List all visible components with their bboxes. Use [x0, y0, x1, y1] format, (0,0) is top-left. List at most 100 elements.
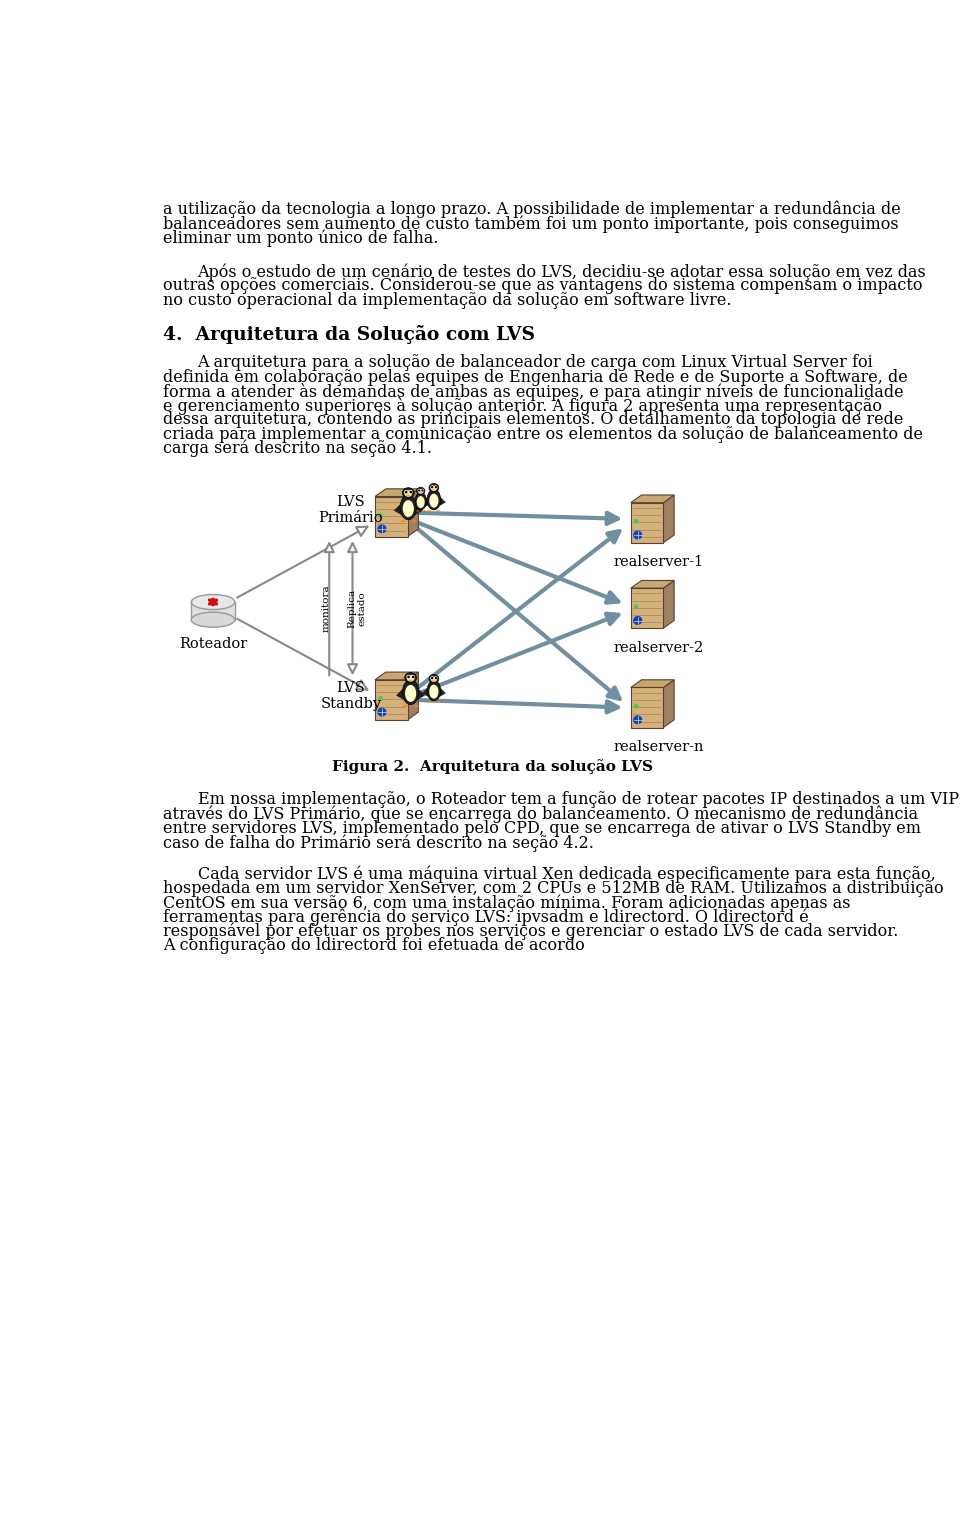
Polygon shape [375, 489, 419, 497]
Circle shape [635, 519, 637, 522]
Polygon shape [408, 489, 419, 536]
Polygon shape [440, 687, 445, 696]
Text: definida em colaboração pelas equipes de Engenharia de Rede e de Suporte a Softw: definida em colaboração pelas equipes de… [162, 369, 907, 386]
Text: 4.  Arquitetura da Solução com LVS: 4. Arquitetura da Solução com LVS [162, 326, 535, 344]
Ellipse shape [431, 486, 437, 491]
Circle shape [421, 489, 423, 491]
Polygon shape [631, 495, 674, 503]
Polygon shape [436, 510, 442, 512]
Bar [375, 497, 408, 536]
Polygon shape [375, 672, 419, 680]
Text: Cada servidor LVS é uma máquina virtual Xen dedicada especificamente para esta f: Cada servidor LVS é uma máquina virtual … [198, 866, 935, 883]
Circle shape [634, 616, 641, 624]
Polygon shape [411, 498, 416, 507]
Text: realserver-2: realserver-2 [613, 640, 704, 654]
Polygon shape [410, 519, 418, 522]
Circle shape [405, 491, 407, 494]
Circle shape [378, 709, 386, 716]
Circle shape [378, 525, 386, 533]
Polygon shape [436, 701, 442, 702]
Text: CentOS em sua versão 6, com uma instalação mínima. Foram adicionadas apenas as: CentOS em sua versão 6, com uma instalaç… [162, 895, 851, 911]
Ellipse shape [431, 677, 437, 681]
Polygon shape [425, 498, 431, 507]
Circle shape [407, 675, 410, 678]
Text: Em nossa implementação, o Roteador tem a função de rotear pacotes IP destinados : Em nossa implementação, o Roteador tem a… [198, 792, 959, 808]
Ellipse shape [415, 492, 426, 510]
Text: caso de falha do Primário será descrito na seção 4.2.: caso de falha do Primário será descrito … [162, 834, 593, 852]
Text: criada para implementar a comunicação entre os elementos da solução de balanceam: criada para implementar a comunicação en… [162, 425, 923, 442]
Text: A configuração do ldirectord foi efetuada de acordo: A configuração do ldirectord foi efetuad… [162, 937, 585, 954]
Ellipse shape [429, 483, 439, 492]
Circle shape [419, 489, 420, 491]
Text: LVS
Primário: LVS Primário [319, 495, 383, 525]
Text: Figura 2.  Arquitetura da solução LVS: Figura 2. Arquitetura da solução LVS [331, 759, 653, 774]
Circle shape [635, 704, 637, 707]
Polygon shape [631, 680, 674, 687]
Text: outras opções comerciais. Considerou-se que as vantagens do sistema compensam o : outras opções comerciais. Considerou-se … [162, 277, 923, 294]
Ellipse shape [429, 674, 439, 683]
Ellipse shape [400, 495, 417, 519]
Text: monitora: monitora [322, 584, 330, 631]
Ellipse shape [402, 500, 414, 518]
Ellipse shape [404, 491, 412, 497]
Polygon shape [426, 510, 432, 512]
Ellipse shape [427, 680, 441, 701]
Circle shape [379, 513, 382, 516]
Text: carga será descrito na seção 4.1.: carga será descrito na seção 4.1. [162, 441, 432, 457]
Bar [375, 680, 408, 719]
Polygon shape [396, 689, 404, 699]
Circle shape [435, 677, 437, 678]
Text: realserver-1: realserver-1 [613, 556, 704, 569]
Text: forma a atender às demandas de ambas as equipes, e para atingir níveis de funcio: forma a atender às demandas de ambas as … [162, 383, 903, 401]
Polygon shape [426, 701, 432, 702]
Ellipse shape [429, 494, 439, 507]
Ellipse shape [191, 595, 234, 610]
Ellipse shape [402, 680, 419, 704]
Text: no custo operacional da implementação da solução em software livre.: no custo operacional da implementação da… [162, 292, 732, 309]
Text: eliminar um ponto único de falha.: eliminar um ponto único de falha. [162, 230, 438, 247]
Polygon shape [631, 580, 674, 587]
Circle shape [431, 677, 433, 678]
Circle shape [412, 675, 414, 678]
Ellipse shape [418, 489, 423, 494]
Polygon shape [408, 672, 419, 719]
Bar [631, 587, 663, 628]
Circle shape [634, 716, 641, 724]
Bar [631, 503, 663, 542]
Ellipse shape [405, 672, 417, 683]
Text: LVS
Standby: LVS Standby [321, 681, 381, 710]
Polygon shape [663, 495, 674, 542]
Text: A arquitetura para a solução de balanceador de carga com Linux Virtual Server fo: A arquitetura para a solução de balancea… [198, 354, 874, 371]
Ellipse shape [402, 488, 414, 498]
Ellipse shape [417, 497, 424, 509]
Polygon shape [415, 504, 422, 515]
Circle shape [409, 491, 412, 494]
Text: através do LVS Primário, que se encarrega do balanceamento. O mecanismo de redun: através do LVS Primário, que se encarreg… [162, 805, 918, 824]
Polygon shape [440, 497, 445, 506]
Text: a utilização da tecnologia a longo prazo. A possibilidade de implementar a redun: a utilização da tecnologia a longo prazo… [162, 201, 900, 218]
Text: hospedada em um servidor XenServer, com 2 CPUs e 512MB de RAM. Utilizamos a dist: hospedada em um servidor XenServer, com … [162, 880, 944, 896]
Ellipse shape [405, 684, 417, 702]
Polygon shape [663, 580, 674, 628]
Polygon shape [422, 497, 428, 506]
Ellipse shape [429, 684, 439, 698]
Polygon shape [418, 689, 425, 699]
Circle shape [379, 696, 382, 699]
Ellipse shape [191, 612, 234, 627]
Text: entre servidores LVS, implementado pelo CPD, que se encarrega de ativar o LVS St: entre servidores LVS, implementado pelo … [162, 821, 921, 837]
Text: Roteador: Roteador [179, 637, 247, 651]
Circle shape [431, 486, 433, 488]
Text: realserver-n: realserver-n [613, 740, 704, 754]
Bar [631, 687, 663, 728]
Polygon shape [401, 704, 409, 707]
Ellipse shape [417, 488, 425, 495]
Text: balanceadores sem aumento de custo também foi um ponto importante, pois consegui: balanceadores sem aumento de custo també… [162, 215, 899, 233]
Text: ferramentas para gerência do serviço LVS: ipvsadm e ldirectord. O ldirectord é: ferramentas para gerência do serviço LVS… [162, 908, 808, 927]
Text: e gerenciamento superiores à solução anterior. A figura 2 apresenta uma represen: e gerenciamento superiores à solução ant… [162, 397, 881, 415]
Ellipse shape [427, 489, 441, 510]
Text: Após o estudo de um cenário de testes do LVS, decidiu-se adotar essa solução em : Após o estudo de um cenário de testes do… [198, 263, 926, 280]
Polygon shape [663, 680, 674, 728]
Bar [191, 603, 234, 619]
Text: Replica
estado: Replica estado [348, 589, 367, 628]
Text: dessa arquitetura, contendo as principais elementos. O detalhamento da topologia: dessa arquitetura, contendo as principai… [162, 412, 903, 428]
